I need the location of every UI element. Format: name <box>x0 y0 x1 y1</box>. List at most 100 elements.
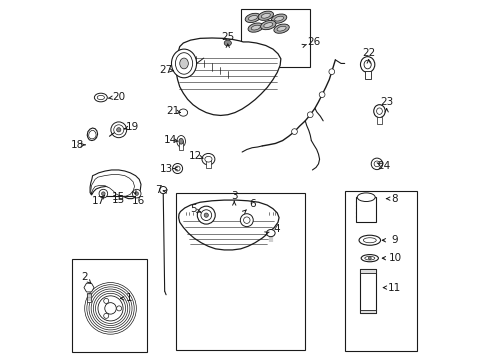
Bar <box>365 71 370 79</box>
Ellipse shape <box>197 206 215 224</box>
Ellipse shape <box>264 23 273 27</box>
Text: 9: 9 <box>392 235 398 245</box>
Ellipse shape <box>274 24 289 33</box>
Ellipse shape <box>274 16 284 21</box>
Bar <box>360 269 375 314</box>
Ellipse shape <box>359 235 381 245</box>
Ellipse shape <box>240 214 253 226</box>
Ellipse shape <box>245 13 261 23</box>
Ellipse shape <box>374 161 380 167</box>
Ellipse shape <box>357 193 375 202</box>
Ellipse shape <box>175 53 193 74</box>
Text: 11: 11 <box>388 283 401 293</box>
Ellipse shape <box>224 40 231 46</box>
Bar <box>179 141 183 150</box>
Ellipse shape <box>361 57 375 72</box>
Ellipse shape <box>172 49 196 78</box>
Bar <box>87 293 91 302</box>
Ellipse shape <box>201 210 212 221</box>
Text: 14: 14 <box>164 135 177 145</box>
Bar <box>206 159 211 168</box>
Polygon shape <box>176 38 281 116</box>
Ellipse shape <box>177 135 186 147</box>
Bar <box>356 197 376 222</box>
Ellipse shape <box>248 23 264 32</box>
Polygon shape <box>91 175 135 196</box>
Ellipse shape <box>160 186 167 194</box>
Ellipse shape <box>371 158 383 170</box>
Text: 17: 17 <box>92 196 105 206</box>
Ellipse shape <box>329 69 335 75</box>
Ellipse shape <box>114 125 124 135</box>
Ellipse shape <box>204 213 208 217</box>
Text: 26: 26 <box>307 37 320 47</box>
Ellipse shape <box>179 109 188 116</box>
Ellipse shape <box>104 313 109 318</box>
Text: 18: 18 <box>71 140 84 150</box>
Text: 23: 23 <box>380 97 393 107</box>
Ellipse shape <box>267 229 275 237</box>
Ellipse shape <box>277 26 286 31</box>
Text: 25: 25 <box>221 32 234 42</box>
Bar <box>360 310 375 314</box>
Ellipse shape <box>85 283 136 334</box>
Ellipse shape <box>132 189 141 198</box>
Ellipse shape <box>105 303 116 314</box>
Ellipse shape <box>374 105 385 118</box>
Bar <box>176 193 305 350</box>
Text: 2: 2 <box>81 272 88 282</box>
Ellipse shape <box>261 21 276 30</box>
Polygon shape <box>87 128 98 140</box>
Ellipse shape <box>292 129 297 134</box>
Ellipse shape <box>364 60 371 69</box>
Ellipse shape <box>368 257 371 260</box>
Ellipse shape <box>248 15 257 20</box>
Text: 24: 24 <box>377 161 391 171</box>
Ellipse shape <box>202 153 215 165</box>
Text: 6: 6 <box>249 199 255 210</box>
Text: 15: 15 <box>112 195 125 205</box>
Ellipse shape <box>205 156 212 162</box>
Ellipse shape <box>271 14 287 23</box>
Ellipse shape <box>361 255 378 262</box>
Ellipse shape <box>111 122 126 138</box>
Ellipse shape <box>244 217 250 224</box>
Polygon shape <box>179 200 279 250</box>
Text: 1: 1 <box>126 293 133 303</box>
Ellipse shape <box>135 192 139 195</box>
Text: 8: 8 <box>392 194 398 204</box>
Bar <box>360 269 375 273</box>
Text: 16: 16 <box>131 196 145 206</box>
Bar <box>242 9 310 67</box>
Text: 7: 7 <box>155 185 162 195</box>
Bar <box>377 117 382 124</box>
Ellipse shape <box>365 256 375 260</box>
Polygon shape <box>90 170 141 199</box>
Bar <box>345 191 417 351</box>
Text: 12: 12 <box>189 150 202 161</box>
Ellipse shape <box>319 92 325 98</box>
Ellipse shape <box>98 296 123 321</box>
Text: 4: 4 <box>273 225 280 234</box>
Ellipse shape <box>99 189 108 198</box>
Ellipse shape <box>180 58 188 69</box>
Ellipse shape <box>97 95 104 100</box>
Polygon shape <box>89 131 96 139</box>
Ellipse shape <box>117 306 122 311</box>
Bar <box>72 259 147 352</box>
Ellipse shape <box>175 166 180 171</box>
Ellipse shape <box>117 128 121 132</box>
Ellipse shape <box>95 93 107 102</box>
Ellipse shape <box>307 112 313 118</box>
Text: 3: 3 <box>231 191 238 201</box>
Ellipse shape <box>179 138 183 144</box>
Polygon shape <box>84 283 94 292</box>
Ellipse shape <box>261 13 270 18</box>
Ellipse shape <box>251 25 260 30</box>
Ellipse shape <box>104 298 109 303</box>
Text: 21: 21 <box>166 106 179 116</box>
Text: 5: 5 <box>190 204 196 215</box>
Text: 19: 19 <box>125 122 139 132</box>
Text: 27: 27 <box>159 64 172 75</box>
Ellipse shape <box>364 238 376 243</box>
